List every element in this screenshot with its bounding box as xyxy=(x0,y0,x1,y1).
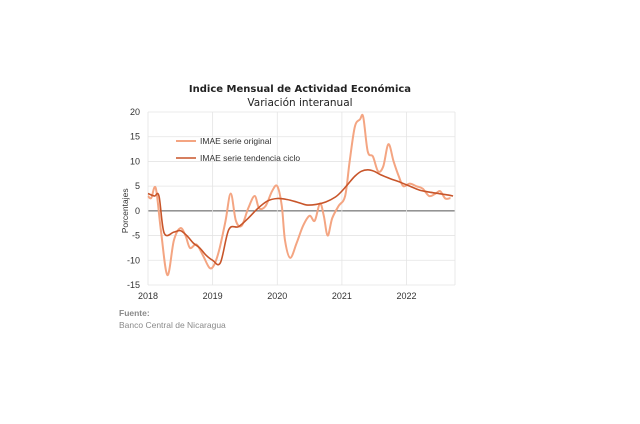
x-tick-label: 2020 xyxy=(267,291,287,301)
x-tick-label: 2018 xyxy=(138,291,158,301)
x-tick-label: 2021 xyxy=(332,291,352,301)
y-tick-label: 0 xyxy=(135,206,140,216)
series-trend-line xyxy=(147,169,454,266)
y-tick-label: 10 xyxy=(130,156,140,166)
y-tick-label: -15 xyxy=(127,280,140,290)
y-tick-label: 20 xyxy=(130,107,140,117)
y-tick-label: 5 xyxy=(135,181,140,191)
chart-title: Indice Mensual de Actividad Económica xyxy=(188,84,412,95)
legend: IMAE serie original IMAE serie tendencia … xyxy=(176,136,300,163)
y-axis-label: Porcentajes xyxy=(120,188,130,233)
y-tick-label: -10 xyxy=(127,255,140,265)
source-label: Fuente: xyxy=(119,308,150,318)
y-tick-label: -5 xyxy=(132,231,140,241)
series-lines xyxy=(147,113,454,277)
source-text: Banco Central de Nicaragua xyxy=(119,320,226,330)
chart-subtitle: Variación interanual xyxy=(247,97,353,109)
y-tick-label: 15 xyxy=(130,132,140,142)
x-tick-label: 2019 xyxy=(203,291,223,301)
series-original-line xyxy=(147,113,451,277)
grid-lines xyxy=(147,111,456,286)
x-tick-label: 2022 xyxy=(397,291,417,301)
legend-entry-trend-label: IMAE serie tendencia ciclo xyxy=(200,153,300,163)
legend-entry-original-label: IMAE serie original xyxy=(200,136,271,146)
axes: -15 -10 -5 0 5 10 15 20 2018 2019 2020 2021 2022 Porc… xyxy=(120,107,417,301)
